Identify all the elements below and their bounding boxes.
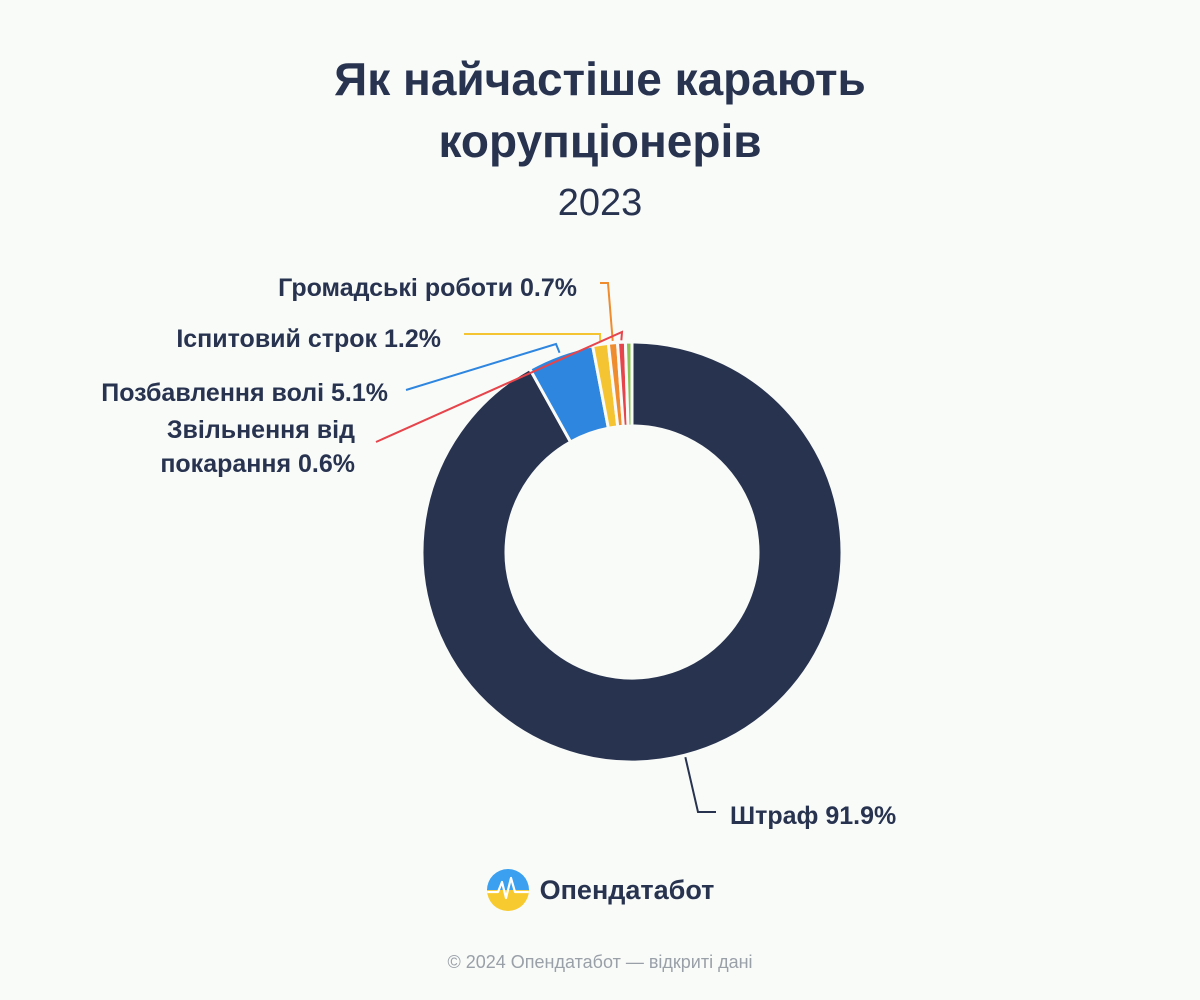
brand: Опендатабот: [0, 868, 1200, 912]
slice-label-release-line1: Звільнення від: [167, 416, 355, 444]
leader-release: [375, 330, 624, 443]
slice-label-release-line2: покарання 0.6%: [160, 450, 355, 478]
label-leaders: [375, 282, 716, 813]
slice-label-imprisonment: Позбавлення волі 5.1%: [101, 379, 388, 407]
leader-imprisonment: [405, 342, 561, 391]
donut-chart: Громадські роботи 0.7% Іспитовий строк 1…: [101, 274, 896, 830]
brand-name: Опендатабот: [539, 874, 715, 905]
leader-probation: [464, 333, 602, 343]
chart-title: Як найчастіше карають корупціонерів: [0, 48, 1200, 172]
slice-label-probation: Іспитовий строк 1.2%: [176, 325, 441, 353]
footer-copyright: © 2024 Опендатабот — відкриті дані: [447, 952, 753, 972]
chart-subtitle: 2023: [557, 182, 643, 224]
chart-title-line1: Як найчастіше карають: [334, 53, 866, 105]
donut-slices: [420, 340, 844, 764]
leader-fine: [684, 756, 716, 813]
opendatabot-logo-icon: [486, 869, 529, 911]
chart-title-line2: корупціонерів: [438, 115, 762, 167]
slice-label-community-work: Громадські роботи 0.7%: [278, 274, 577, 302]
slice-other: [623, 340, 634, 428]
leader-community-work: [600, 282, 614, 341]
slice-label-fine: Штраф 91.9%: [730, 802, 896, 830]
slice-fine: [420, 340, 844, 764]
